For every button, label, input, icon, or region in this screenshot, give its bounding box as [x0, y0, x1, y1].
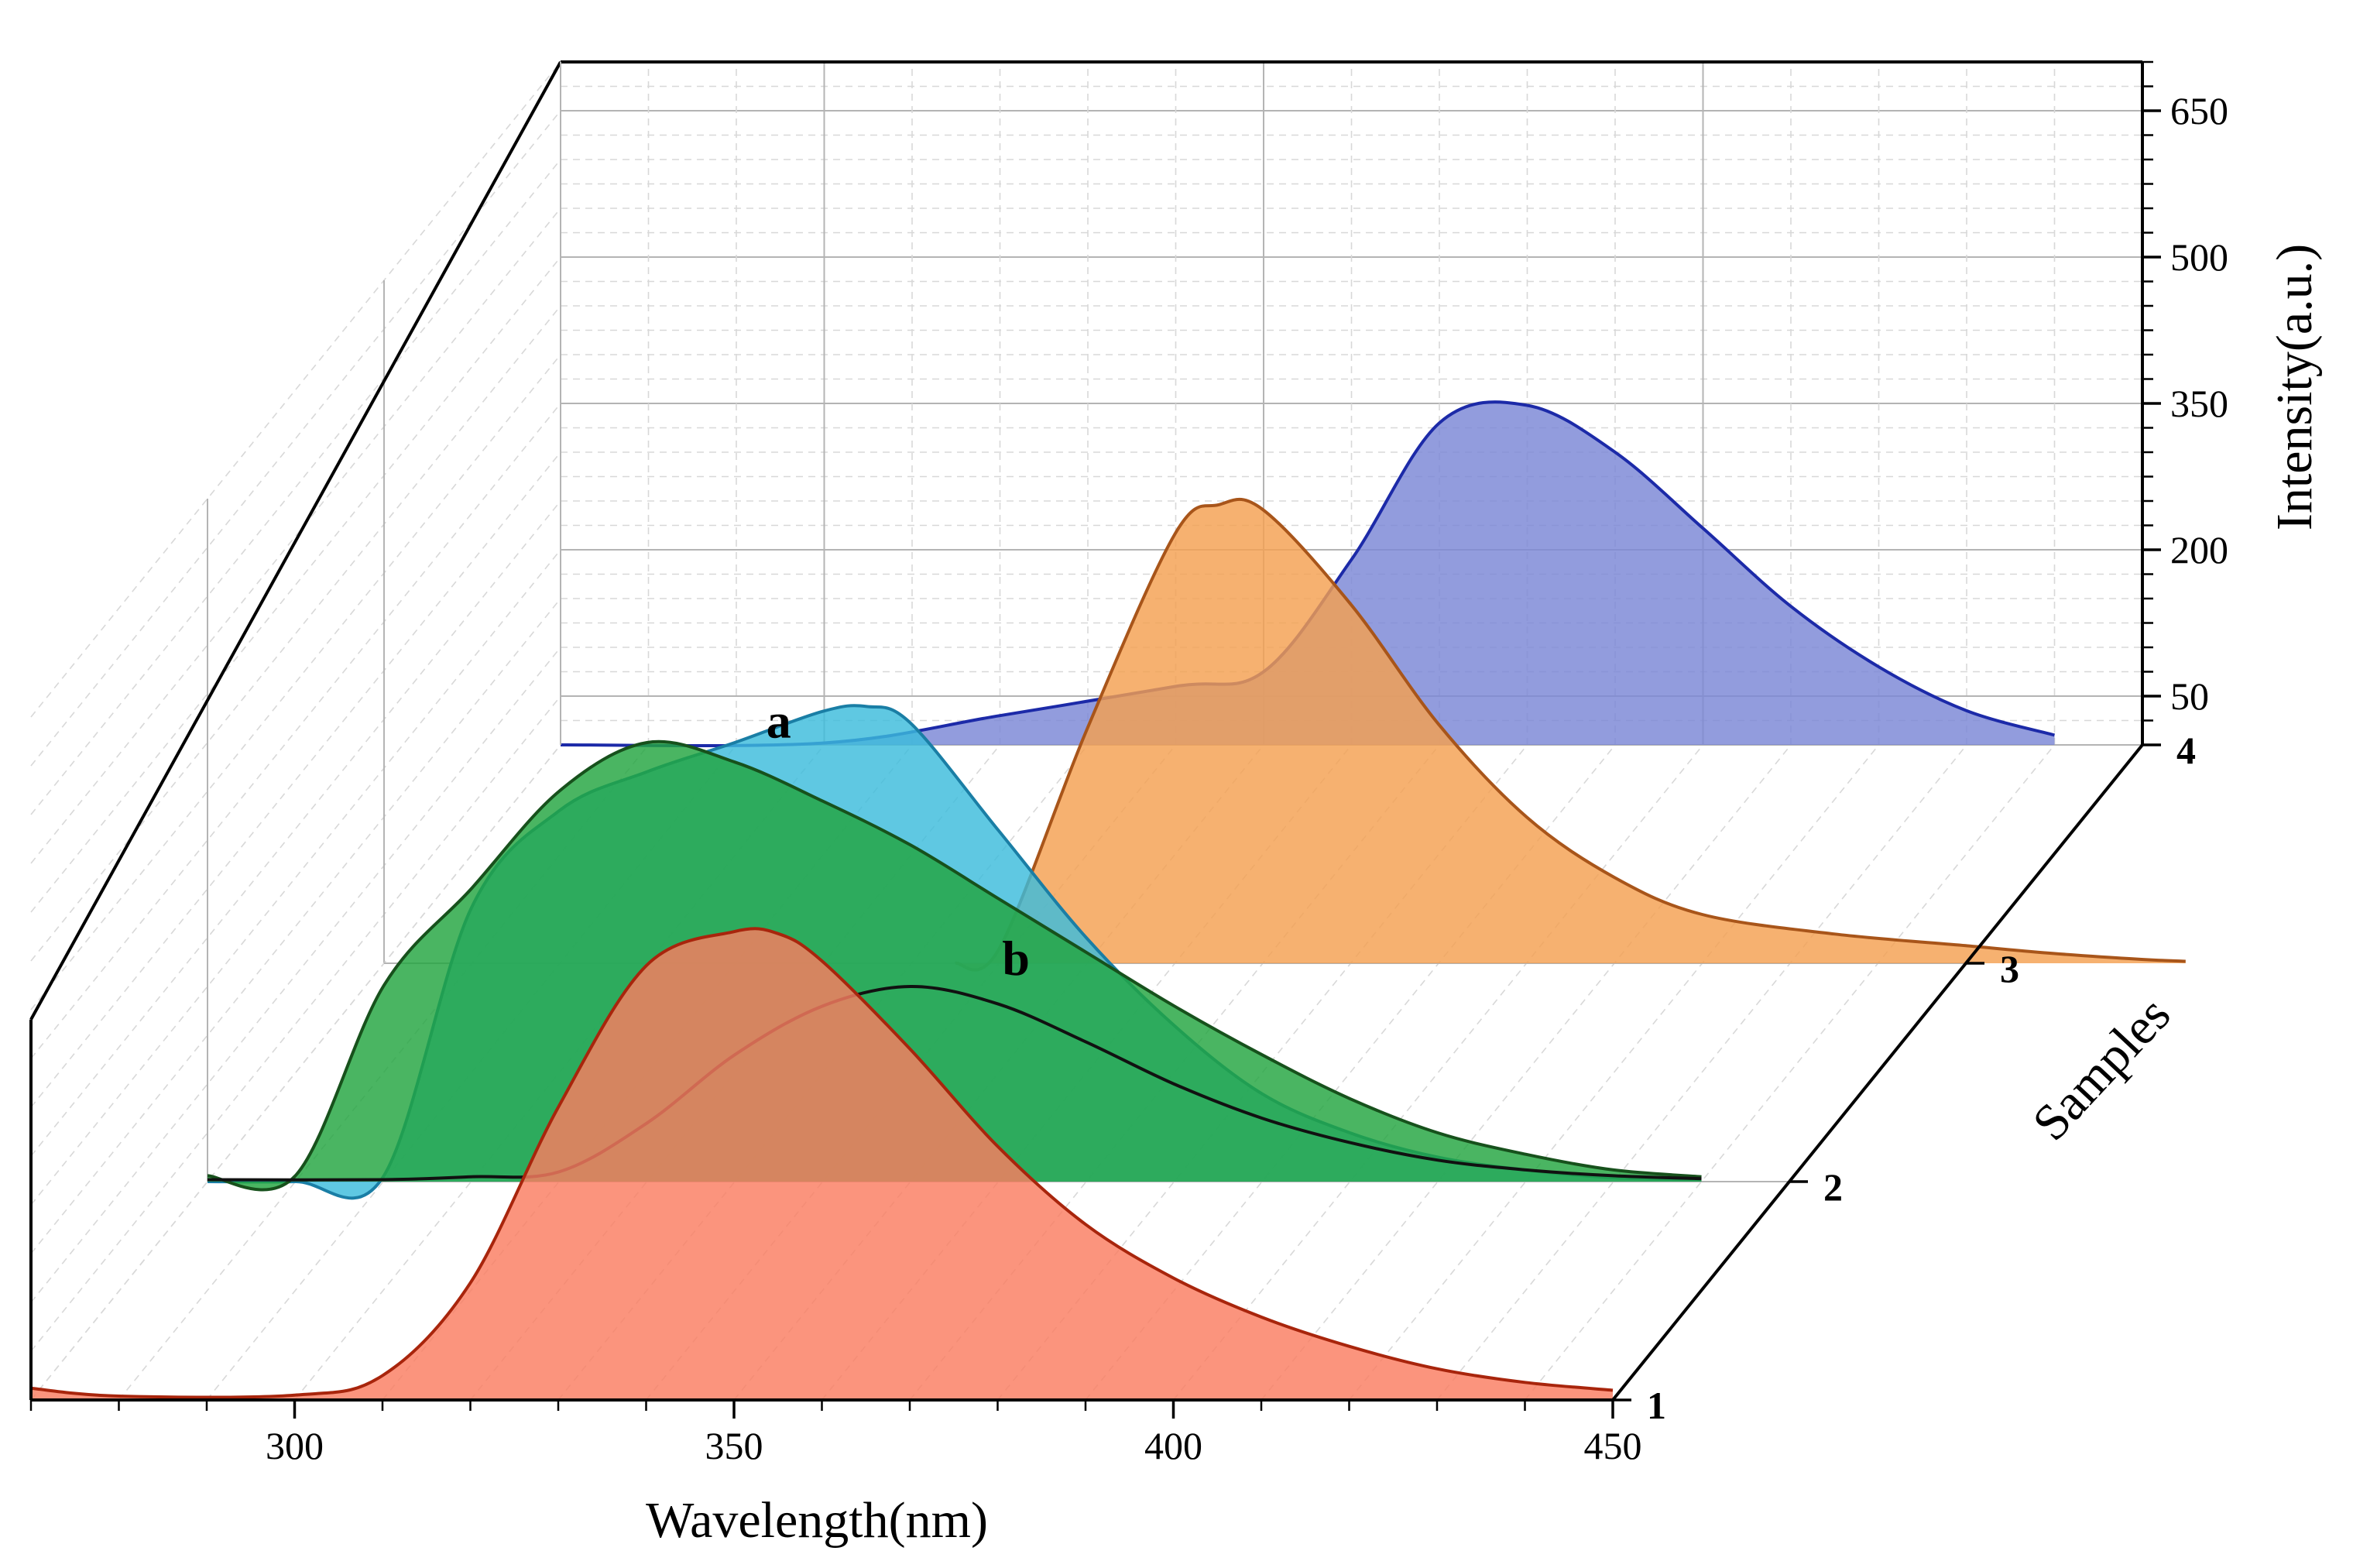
side-grid-line — [30, 110, 561, 767]
floor-grid-line — [118, 744, 650, 1401]
x-tick-label: 450 — [1584, 1424, 1642, 1467]
top-diagonal-line — [29, 61, 562, 1021]
side-grid-line — [30, 354, 561, 1010]
side-grid-line — [30, 695, 561, 1352]
series-layer — [30, 400, 2186, 1400]
x-axis-title: Wavelength(nm) — [646, 1492, 988, 1549]
z-tick-label: 3 — [2000, 947, 2019, 990]
side-grid-line — [30, 598, 561, 1254]
x-tick-label: 350 — [705, 1424, 763, 1467]
z-tick-label: 2 — [1823, 1165, 1843, 1209]
side-grid-line — [30, 208, 561, 864]
series-line-sample-2-black — [207, 984, 1702, 1182]
side-grid-line — [30, 549, 561, 1206]
floor-grid-line — [30, 744, 561, 1401]
x-tick-label: 400 — [1144, 1424, 1202, 1467]
series-area-sample-1-red — [31, 928, 1613, 1400]
series-area-sample-3-orange — [955, 499, 2186, 970]
axes-layer — [29, 60, 2161, 1419]
series-line-sample-2-green — [207, 739, 1702, 1192]
series-line-sample-4-blue — [560, 400, 2056, 748]
side-grid-line — [30, 647, 561, 1303]
y-tick-label: 200 — [2170, 528, 2228, 571]
side-grid-line — [30, 61, 561, 718]
x-tick-label: 300 — [266, 1424, 324, 1467]
y-tick-label: 50 — [2170, 674, 2209, 718]
floor-grid-line — [1261, 744, 1792, 1401]
side-grid-line — [30, 451, 561, 1108]
annotation-b: b — [1002, 931, 1030, 986]
side-grid-line — [30, 403, 561, 1059]
side-grid-line — [30, 500, 561, 1157]
y-tick-label: 500 — [2170, 235, 2228, 279]
series-area-sample-4-blue — [561, 402, 2055, 746]
y-tick-label: 350 — [2170, 382, 2228, 425]
z-tick-label: 4 — [2176, 729, 2196, 772]
y-axis-title: Intensity(a.u.) — [2266, 244, 2323, 530]
series-line-sample-1-red — [30, 927, 1614, 1399]
z-axis-title: Samples — [2022, 986, 2181, 1151]
z-axis-line — [1611, 743, 2144, 1402]
side-grid-line — [30, 305, 561, 962]
floor-grid-line — [1348, 744, 1880, 1401]
annotation-a: a — [767, 694, 791, 749]
y-tick-label: 650 — [2170, 89, 2228, 132]
floor-grid-line — [293, 744, 825, 1401]
floor-grid-line — [206, 744, 737, 1401]
side-grid-line — [30, 256, 561, 913]
z-tick-label: 1 — [1647, 1384, 1666, 1427]
floor-grid-line — [1436, 744, 1967, 1401]
floor-grid-line — [1172, 744, 1704, 1401]
series-line-sample-3-orange — [955, 497, 2186, 972]
floor-grid-line — [1524, 744, 2056, 1401]
side-grid-line — [30, 159, 561, 815]
